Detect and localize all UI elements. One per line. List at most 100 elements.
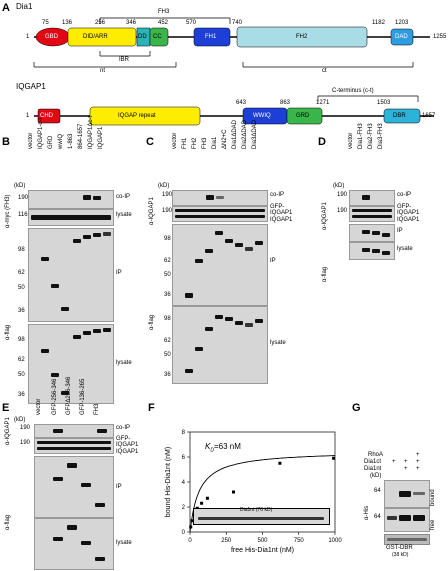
b-lane-7: IQGAP1 (98, 126, 104, 149)
fit-curve (189, 455, 335, 533)
e-ip-blot (34, 456, 114, 518)
panel-f-letter: F (148, 402, 155, 414)
c-marker-7: 62 (164, 338, 171, 344)
y-axis-label: bound His-Dia1nt (nM) (165, 447, 172, 517)
g-marker-1: 64 (374, 514, 381, 520)
d-row-coip: co-IP (397, 192, 412, 198)
d-row-iqgap1-a: IQGAP1 (397, 210, 420, 216)
g-antibody: α-His (364, 505, 370, 520)
panel-c-letter: C (146, 136, 154, 148)
ct-bracket-label: ct (322, 68, 327, 74)
g-gst-sublabel: (38 kD) (392, 552, 409, 558)
iqgap1-pos-1503: 1503 (377, 100, 391, 106)
d-lysate-bottom-blot (349, 242, 395, 260)
c-row-gfp: GFP- (270, 204, 285, 210)
b-lane-4: 1-863 (68, 133, 74, 149)
y-tick-label-0: 0 (182, 530, 186, 536)
e-row-iqgap1-a: IQGAP1 (116, 442, 139, 448)
y-tick-label-2: 4 (182, 480, 186, 486)
e-coip-blot (34, 424, 114, 438)
y-tick-label-3: 6 (182, 455, 186, 461)
c-row-iqgap1-a: IQGAP1 (270, 210, 293, 216)
domain-cc: CC (153, 34, 162, 40)
domain-dbr: DBR (393, 113, 406, 119)
c-lane-6: Dia1ΔDAD (232, 119, 238, 149)
b-lane-1: IQGAP1-c-t (38, 117, 44, 149)
b-lysate-top-blot (28, 209, 114, 226)
fh3-bracket-label: FH3 (158, 9, 170, 15)
iqgap1-end: 1657 (422, 113, 436, 119)
panel-d-letter: D (318, 136, 326, 148)
b-marker-8: 50 (18, 372, 25, 378)
c-lane-5: ΔN2+C (222, 129, 228, 149)
d-coip-blot (349, 190, 395, 206)
g-sign-0-2: + (416, 452, 420, 458)
g-condition-dia1ct: Dia1ct (364, 459, 382, 465)
kd-value: =63 nM (213, 442, 241, 451)
b-row-lysate-bottom: lysate (116, 360, 132, 366)
g-kd: (kD) (370, 473, 382, 479)
b-marker-9: 36 (18, 392, 25, 398)
c-marker-8: 50 (164, 352, 171, 358)
g-condition-dia1nt: Dia1nt (364, 466, 382, 472)
c-marker-9: 36 (164, 372, 171, 378)
e-lysate-bottom-blot (34, 518, 114, 570)
c-antibody-bottom: α-flag (149, 314, 155, 330)
domain-fh2: FH2 (296, 34, 308, 40)
dia1-pos-136: 136 (62, 20, 73, 26)
c-lane-7: Dia2ΔDAD (242, 119, 248, 149)
e-row-ip: IP (116, 484, 122, 490)
b-kd: (kD) (14, 183, 26, 189)
d-marker-0: 190 (337, 192, 348, 198)
b-lane-0: vector (28, 132, 34, 149)
d-lane-3: Dia3-FH3 (378, 123, 384, 149)
e-lysate-top-blot (34, 438, 114, 454)
b-marker-3: 62 (18, 270, 25, 276)
d-antibody-top: α-IQGAP1 (322, 202, 328, 230)
panel-e-letter: E (2, 402, 10, 414)
c-lysate-bottom-blot (172, 306, 268, 384)
data-point-8 (332, 456, 336, 460)
c-lane-8: Dia3ΔDAD (252, 119, 258, 149)
b-lysate-bottom-blot (28, 324, 114, 404)
g-row-bound: bound (430, 489, 436, 506)
g-free-blot (384, 508, 430, 532)
data-point-1 (190, 519, 194, 523)
e-lane-3: GFP-136-265 (80, 378, 86, 415)
c-ip-blot (172, 224, 268, 306)
domain-dd: DD (138, 34, 147, 40)
dia1-pos-1182: 1182 (372, 20, 385, 26)
dia1nt-inset-label: Dia1nt (70 kD) (240, 507, 273, 513)
g-sign-1-1: + (404, 459, 408, 465)
b-row-ip: IP (116, 270, 122, 276)
d-ip-blot (349, 224, 395, 242)
dia1-pos-75: 75 (42, 20, 49, 26)
d-lane-0: vector (348, 132, 354, 149)
y-tick-label-4: 8 (182, 430, 186, 436)
domain-dad: DAD (395, 34, 408, 40)
b-marker-2: 98 (18, 247, 25, 253)
e-lane-4: FH3 (94, 403, 100, 415)
b-marker-5: 36 (18, 308, 25, 314)
c-antibody-top: α-IQGAP1 (149, 197, 155, 225)
iqgap1-cterm-label: C-terminus (c-t) (332, 88, 374, 94)
x-tick-label-0: 0 (188, 538, 192, 544)
g-gst-blot (384, 534, 430, 545)
g-bound-blot (384, 480, 430, 508)
x-tick-label-1: 250 (221, 538, 232, 544)
g-sign-2-1: + (404, 466, 408, 472)
domain-fh1: FH1 (205, 34, 217, 40)
g-marker-0: 64 (374, 488, 381, 494)
iqgap1-domain-diagram (34, 95, 434, 126)
data-point-5 (205, 496, 209, 500)
e-marker-1: 190 (20, 440, 31, 446)
c-lane-1: FH1 (182, 137, 188, 149)
b-lane-5: 864-1657 (78, 123, 84, 149)
e-kd: (kD) (14, 417, 26, 423)
c-lane-0: vector (172, 132, 178, 149)
d-row-lysate-bottom: lysate (397, 246, 413, 252)
g-gst-label: GST-DBR (386, 545, 413, 551)
data-point-0 (189, 525, 193, 529)
kd-label: KD=63 nM (205, 442, 241, 454)
e-lane-1: GFP-256-346 (52, 378, 58, 415)
